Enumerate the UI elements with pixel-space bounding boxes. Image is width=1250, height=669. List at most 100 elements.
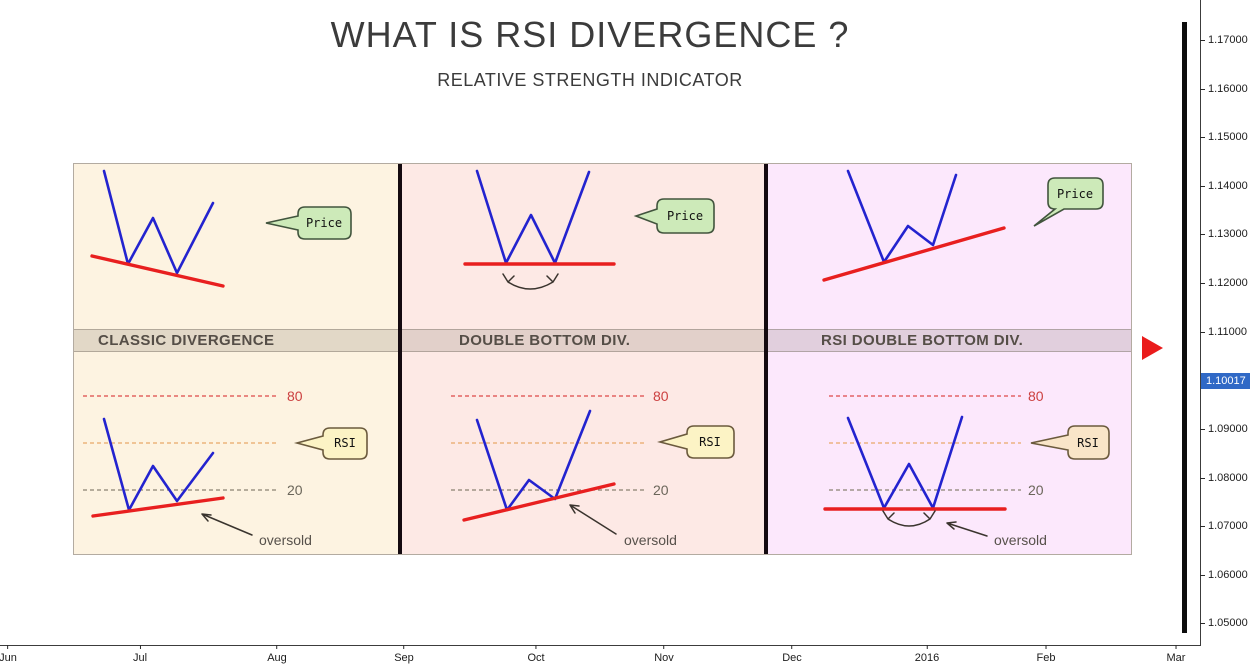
tick-mark — [1200, 88, 1205, 90]
price-axis-label: 1.12000 — [1208, 277, 1248, 289]
panel3-oversold-arrow — [946, 521, 988, 537]
panel1-price-zigzag[interactable] — [102, 169, 215, 275]
tick-mark — [1175, 645, 1177, 649]
panel1-rsi-zigzag[interactable] — [102, 417, 215, 512]
panel3-rsi-callout-bubble[interactable] — [1030, 425, 1110, 460]
panel1-oversold-annotation: oversold — [259, 532, 312, 548]
panel1-overbought-label: 80 — [287, 388, 303, 404]
tick-mark — [1200, 233, 1205, 235]
time-tick: Nov — [654, 645, 674, 664]
panel1-price-callout-label: Price — [306, 216, 342, 230]
panel2-double-bottom-arc-arrow — [502, 273, 559, 290]
panel2-price-callout-bubble[interactable] — [633, 198, 715, 234]
tick-mark — [926, 645, 928, 649]
time-axis-label: Jul — [132, 652, 148, 664]
panel2-oversold-label: 20 — [653, 482, 669, 498]
time-axis-border — [0, 645, 1201, 646]
price-tick: 1.12000 — [1200, 277, 1248, 289]
time-axis-label: Oct — [527, 652, 545, 664]
time-tick: Jul — [133, 645, 147, 664]
panel3-drawings: Price 80 20 RSI oversold — [822, 169, 1110, 548]
panel3-rsi-zigzag[interactable] — [846, 415, 964, 510]
panel3-oversold-annotation: oversold — [994, 532, 1047, 548]
chart-header: WHAT IS RSI DIVERGENCE ? RELATIVE STRENG… — [0, 14, 1180, 91]
panel1-rsi-trendline[interactable] — [91, 496, 225, 518]
price-tick: 1.06000 — [1200, 569, 1248, 581]
time-tick: 2016 — [915, 645, 939, 664]
tick-mark — [276, 645, 278, 649]
tick-mark — [535, 645, 537, 649]
price-tick: 1.09000 — [1200, 423, 1248, 435]
panel3-double-bottom-arc-arrow — [882, 510, 936, 527]
panel3-price-callout-bubble[interactable] — [1033, 177, 1104, 227]
price-tick: 1.13000 — [1200, 228, 1248, 240]
panel1-price-trendline[interactable] — [90, 254, 225, 288]
tick-mark — [791, 645, 793, 649]
panel2-oversold-annotation: oversold — [624, 532, 677, 548]
divergence-panels: CLASSIC DIVERGENCE DOUBLE BOTTOM DIV. RS… — [73, 163, 1132, 555]
panel3-price-callout-label: Price — [1057, 187, 1093, 201]
tick-mark — [1200, 574, 1205, 576]
tick-mark — [1045, 645, 1047, 649]
panel2-rsi-trendline[interactable] — [462, 482, 616, 522]
time-tick: Aug — [267, 645, 287, 664]
price-axis-label: 1.13000 — [1208, 228, 1248, 240]
price-axis-label: 1.16000 — [1208, 83, 1248, 95]
time-tick: Mar — [1166, 645, 1186, 664]
time-axis-label: Jun — [0, 652, 17, 664]
tick-mark — [1200, 622, 1205, 624]
time-tick: Oct — [527, 645, 545, 664]
price-tick: 1.14000 — [1200, 180, 1248, 192]
chart-title: WHAT IS RSI DIVERGENCE ? — [330, 14, 850, 55]
tick-mark — [1200, 136, 1205, 138]
tick-mark — [1200, 525, 1205, 527]
panel-divider-2 — [764, 164, 768, 554]
panel2-drawings: Price 80 20 RSI oversold — [451, 169, 735, 548]
section-title-double-bottom: DOUBLE BOTTOM DIV. — [459, 332, 631, 349]
vertical-line-drawing[interactable] — [1182, 22, 1187, 633]
panel-rsi-double-bottom — [768, 164, 1131, 554]
price-tick: 1.17000 — [1200, 34, 1248, 46]
tick-mark — [663, 645, 665, 649]
price-axis-label: 1.11000 — [1208, 326, 1247, 338]
panel3-overbought-label: 80 — [1028, 388, 1044, 404]
tick-mark — [1200, 331, 1205, 333]
panel3-rsi-callout-label: RSI — [1077, 436, 1099, 450]
price-axis-label: 1.09000 — [1208, 423, 1248, 435]
price-axis-label: 1.17000 — [1208, 34, 1248, 46]
time-tick: Sep — [394, 645, 414, 664]
price-axis-label: 1.08000 — [1208, 472, 1248, 484]
panel1-rsi-callout-bubble[interactable] — [293, 427, 368, 460]
panel-divider-1 — [398, 164, 402, 554]
panel2-rsi-callout-bubble[interactable] — [657, 425, 735, 459]
tick-mark — [403, 645, 405, 649]
panel3-price-zigzag[interactable] — [846, 169, 958, 264]
panel2-rsi-zigzag[interactable] — [475, 409, 592, 512]
panel2-price-callout-label: Price — [667, 209, 703, 223]
price-tick: 1.16000 — [1200, 83, 1248, 95]
section-title-classic: CLASSIC DIVERGENCE — [98, 332, 275, 349]
panel1-rsi-callout-label: RSI — [334, 436, 356, 450]
time-tick: Dec — [782, 645, 802, 664]
section-title-band: CLASSIC DIVERGENCE DOUBLE BOTTOM DIV. RS… — [74, 329, 1131, 352]
time-axis-label: Nov — [654, 652, 674, 664]
tick-mark — [7, 645, 9, 649]
panel3-price-trendline[interactable] — [822, 226, 1006, 282]
tick-mark — [1200, 282, 1205, 284]
price-axis-label: 1.05000 — [1208, 617, 1248, 629]
time-axis-label: Dec — [782, 652, 802, 664]
panel1-price-callout-bubble[interactable] — [265, 206, 352, 240]
chart-subtitle: RELATIVE STRENGTH INDICATOR — [437, 70, 743, 90]
tick-mark — [1200, 428, 1205, 430]
right-arrow-marker[interactable] — [1142, 336, 1163, 360]
time-tick: Jun — [0, 645, 17, 664]
panel3-oversold-label: 20 — [1028, 482, 1044, 498]
time-tick: Feb — [1037, 645, 1055, 664]
time-axis-label: Mar — [1166, 652, 1186, 664]
tick-mark — [139, 645, 141, 649]
panel2-price-zigzag[interactable] — [475, 169, 591, 265]
last-price-tag: 1.10017 — [1201, 373, 1250, 389]
price-axis-label: 1.15000 — [1208, 131, 1248, 143]
price-tick: 1.15000 — [1200, 131, 1248, 143]
